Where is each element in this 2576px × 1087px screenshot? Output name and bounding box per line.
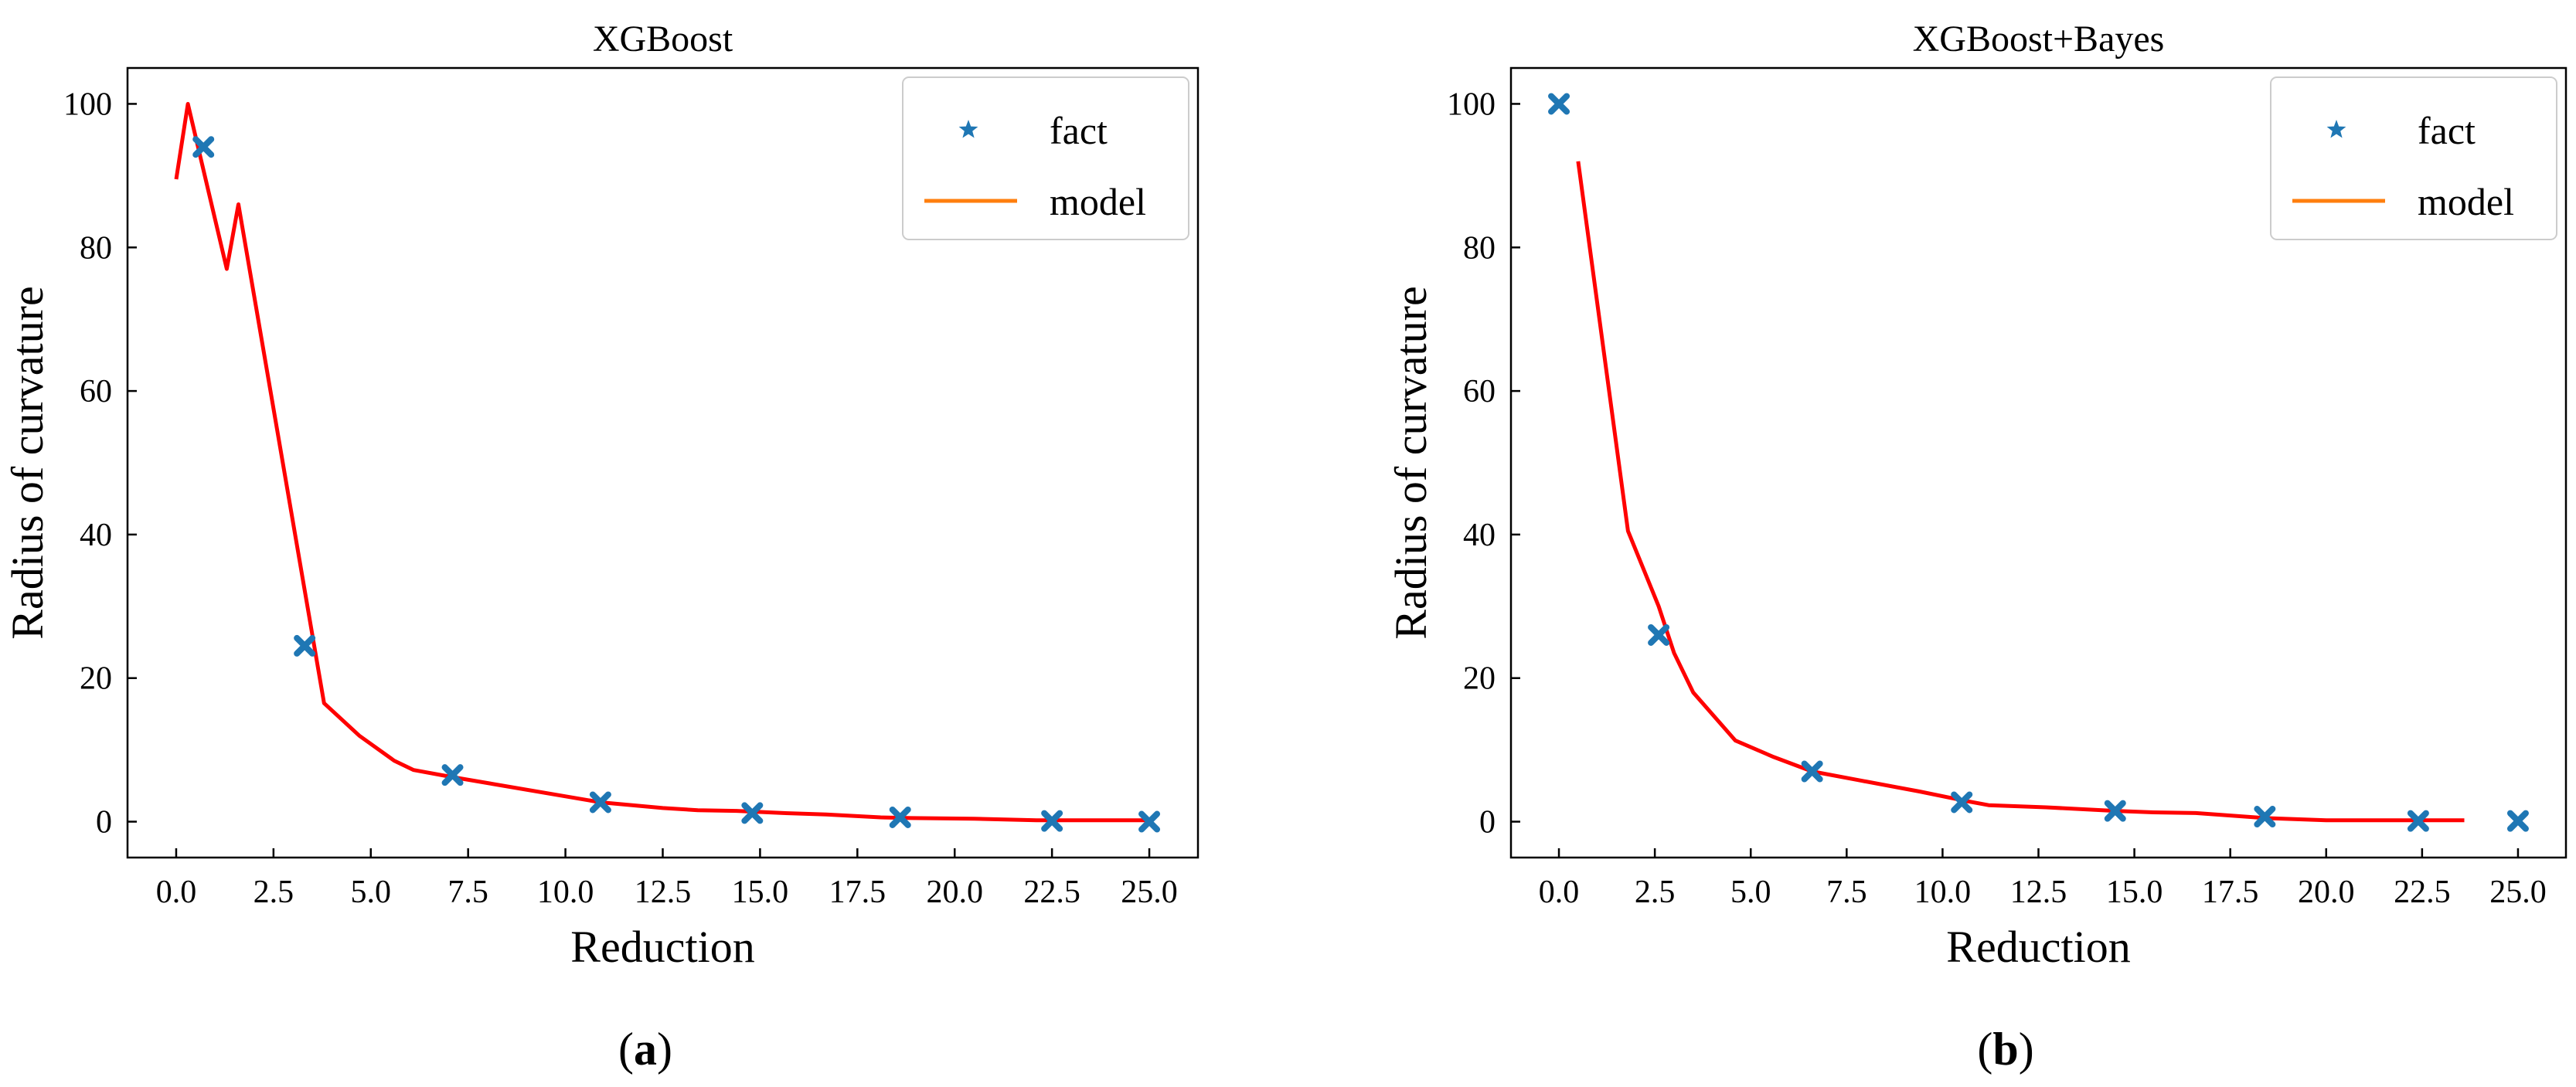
model-line xyxy=(1576,161,2465,823)
fact-point xyxy=(2254,806,2276,828)
x-tick-label: 10.0 xyxy=(537,875,594,910)
caption-letter: b xyxy=(1992,1024,2018,1075)
x-tick-label: 0.0 xyxy=(1539,875,1580,910)
legend-fact-label: fact xyxy=(2418,109,2476,152)
x-tick-label: 17.5 xyxy=(2202,875,2259,910)
caption-paren-open: ( xyxy=(618,1024,634,1075)
x-tick-label: 5.0 xyxy=(1730,875,1771,910)
chart-xgboost-bayes: XGBoost+Bayes 0.0 2.5 5.0 7.5 10.0 12.5 15.0 17.… xyxy=(1386,19,2567,1075)
y-tick-label: 100 xyxy=(1447,87,1496,122)
x-tick-label: 22.5 xyxy=(2394,875,2451,910)
fact-point xyxy=(441,764,464,786)
fact-point xyxy=(2407,810,2429,832)
y-tick-label: 40 xyxy=(80,518,112,553)
x-tick-label: 7.5 xyxy=(1826,875,1867,910)
y-tick-label: 80 xyxy=(80,230,112,266)
panel-caption: (a) xyxy=(618,1024,672,1075)
fact-point xyxy=(1801,760,1823,783)
x-tick-label: 7.5 xyxy=(447,875,488,910)
y-tick-label: 60 xyxy=(80,374,112,409)
model-line xyxy=(174,102,1149,823)
chart-title: XGBoost+Bayes xyxy=(1913,19,2165,59)
caption-paren-open: ( xyxy=(1977,1024,1992,1075)
legend-model-label: model xyxy=(1050,180,1146,223)
x-tick-label: 20.0 xyxy=(2298,875,2355,910)
x-tick-label: 25.0 xyxy=(2489,875,2547,910)
fact-point xyxy=(1548,93,1570,115)
x-tick-label: 20.0 xyxy=(926,875,983,910)
caption-paren-close: ) xyxy=(657,1024,672,1075)
x-tick-label: 5.0 xyxy=(351,875,392,910)
y-tick-label: 0 xyxy=(1479,805,1496,841)
legend-fact-marker xyxy=(958,120,978,138)
x-tick-label: 0.0 xyxy=(156,875,197,910)
fact-point xyxy=(1648,623,1670,646)
x-tick-label: 2.5 xyxy=(254,875,294,910)
x-tick-label: 12.5 xyxy=(635,875,692,910)
x-tick-label: 15.0 xyxy=(732,875,789,910)
panel-caption: (b) xyxy=(1977,1024,2033,1075)
y-tick-label: 20 xyxy=(1463,661,1496,697)
x-tick-label: 12.5 xyxy=(2010,875,2067,910)
y-tick-label: 0 xyxy=(96,805,112,841)
x-tick-label: 17.5 xyxy=(829,875,886,910)
fact-point xyxy=(889,806,911,828)
y-axis-title: Radius of curvature xyxy=(2,286,53,639)
fact-point xyxy=(192,136,215,158)
chart-xgboost: XGBoost 0.0 2.5 5.0 7.5 10.0 12.5 15.0 17.5 20.0 2… xyxy=(2,19,1200,1075)
x-axis-title: Reduction xyxy=(1946,922,2130,972)
fact-point xyxy=(1041,810,1063,832)
x-tick-label: 15.0 xyxy=(2106,875,2163,910)
fact-point xyxy=(589,791,611,814)
x-tick-label: 10.0 xyxy=(1914,875,1972,910)
fact-point xyxy=(294,634,316,657)
fact-point xyxy=(1951,791,1973,814)
fact-point xyxy=(741,802,764,824)
x-tick-label: 2.5 xyxy=(1635,875,1676,910)
x-axis-title: Reduction xyxy=(570,922,754,972)
x-tick-label: 25.0 xyxy=(1121,875,1178,910)
fact-point xyxy=(1138,810,1161,833)
caption-paren-close: ) xyxy=(2019,1024,2034,1075)
fact-point xyxy=(2506,810,2529,832)
y-tick-label: 60 xyxy=(1463,374,1496,409)
fact-point xyxy=(2104,800,2126,822)
legend-fact-marker xyxy=(2326,120,2346,138)
y-axis-title: Radius of curvature xyxy=(1386,286,1436,639)
y-tick-label: 80 xyxy=(1463,230,1496,266)
caption-letter: a xyxy=(634,1024,657,1075)
y-tick-label: 40 xyxy=(1463,518,1496,553)
y-tick-label: 20 xyxy=(80,661,112,697)
x-tick-label: 22.5 xyxy=(1023,875,1080,910)
y-tick-label: 100 xyxy=(63,87,112,122)
chart-title: XGBoost xyxy=(593,19,733,59)
legend-model-label: model xyxy=(2418,180,2514,223)
legend-fact-label: fact xyxy=(1050,109,1108,152)
